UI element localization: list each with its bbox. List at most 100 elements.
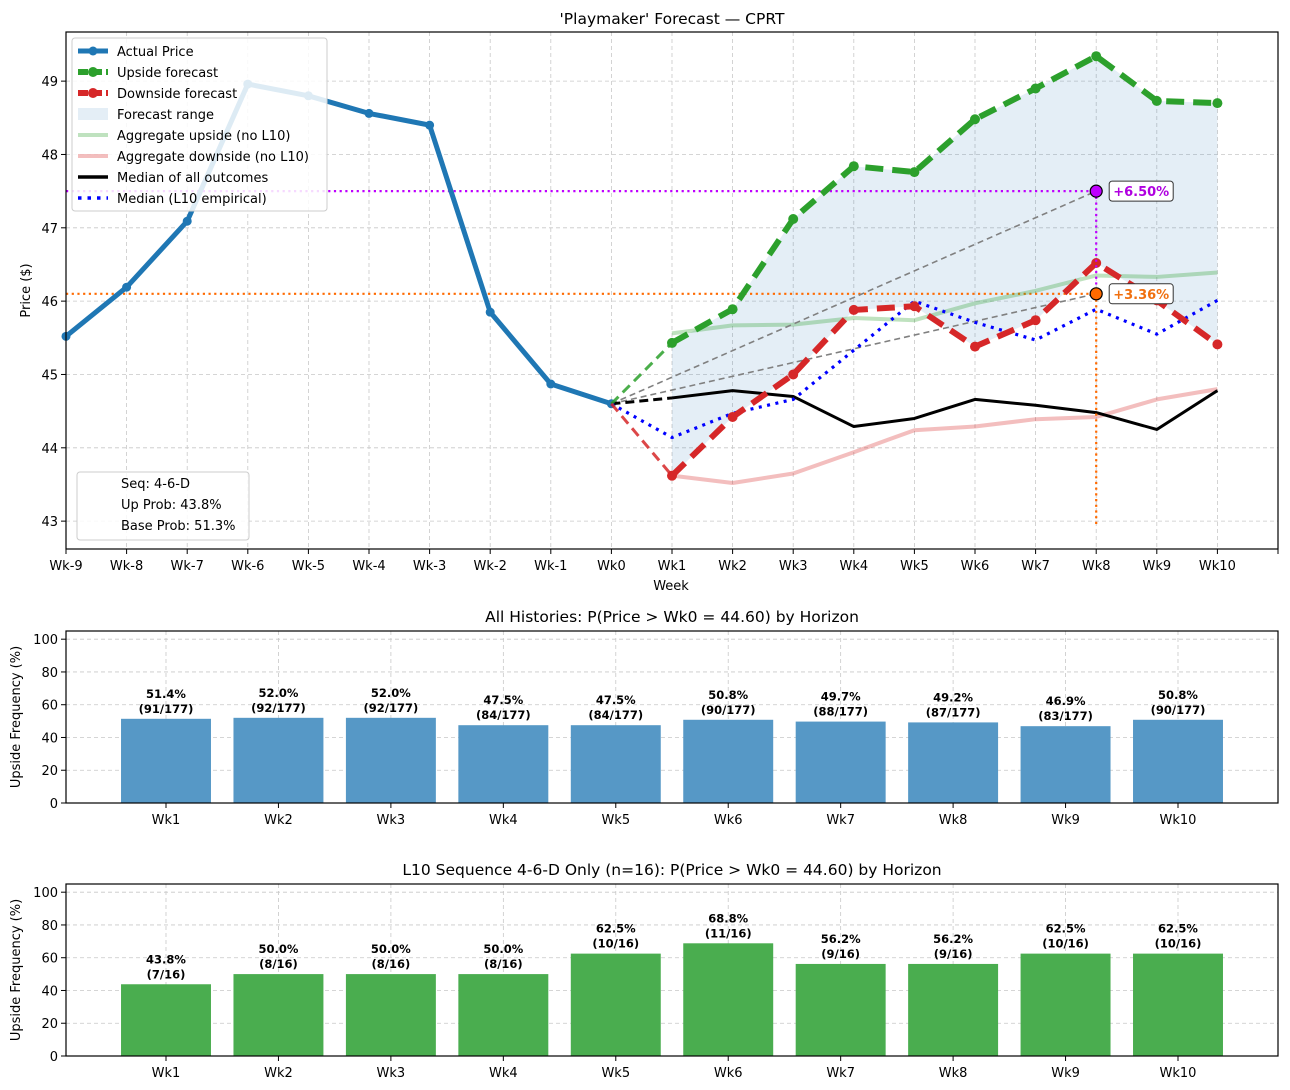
x-tick-label: Wk-6: [231, 559, 264, 574]
upside-forecast-point: [848, 161, 859, 172]
bar-value-label: 43.8%: [146, 952, 186, 966]
x-tick-label: Wk3: [377, 1066, 406, 1081]
x-tick-label: Wk-1: [534, 559, 567, 574]
forecast-range-area: [672, 56, 1218, 476]
bar-count-label: (9/16): [821, 947, 860, 961]
y-tick-label: 0: [50, 1050, 58, 1065]
actual-price-point: [122, 282, 132, 292]
bar-value-label: 56.2%: [933, 932, 973, 946]
downside-forecast-point: [909, 301, 920, 312]
median-connector: [611, 396, 673, 406]
bar-count-label: (87/177): [926, 705, 981, 719]
bar: [570, 725, 661, 803]
actual-price-point: [546, 379, 556, 389]
x-tick-label: Wk8: [939, 1066, 968, 1081]
x-tick-label: Wk4: [489, 1066, 518, 1081]
bar: [570, 953, 661, 1056]
upside-forecast-point: [1030, 83, 1041, 94]
bar: [345, 974, 436, 1056]
x-tick-label: Wk3: [377, 813, 406, 828]
target-point: [1089, 184, 1103, 198]
x-tick-label: Wk7: [1021, 559, 1050, 574]
x-tick-label: Wk-9: [49, 559, 82, 574]
info-box: Seq: 4-6-D Up Prob: 43.8% Base Prob: 51.3%: [76, 471, 250, 541]
downside-forecast-point: [1030, 315, 1041, 326]
legend-swatch: [78, 46, 108, 56]
bar-value-label: 50.0%: [371, 942, 411, 956]
target-label-box: [1108, 180, 1174, 202]
bar: [121, 718, 211, 803]
target-label: +3.36%: [1113, 288, 1169, 303]
x-tick-label: Wk6: [961, 559, 990, 574]
x-tick-label: Wk10: [1199, 559, 1236, 574]
upside-forecast-point: [788, 214, 799, 224]
bar: [1020, 953, 1111, 1056]
actual-price-point: [182, 216, 192, 226]
bar-count-label: (90/177): [1151, 703, 1206, 717]
x-tick-label: Wk0: [597, 559, 626, 574]
y-tick-label: 40: [41, 731, 58, 746]
plot-frame: [65, 883, 1279, 1057]
forecast-line-chart: +6.50% +3.36% Wk-9 Wk-8 Wk-7 Wk-6 Wk-5 Wk-4 Wk-3…: [19, 10, 1279, 594]
bar-value-label: 68.8%: [708, 911, 748, 925]
bar: [795, 721, 886, 803]
upside-forecast-point: [1091, 51, 1102, 62]
bar: [795, 963, 886, 1056]
downside-forecast-point: [1212, 339, 1223, 350]
legend-label: Aggregate downside (no L10): [117, 150, 309, 165]
legend-label: Forecast range: [117, 108, 214, 123]
y-axis-label: Price ($): [19, 263, 34, 317]
x-tick-label: Wk-3: [413, 559, 446, 574]
x-tick-label: Wk2: [264, 813, 293, 828]
x-tick-label: Wk10: [1160, 1066, 1197, 1081]
x-tick-label: Wk5: [900, 559, 929, 574]
y-tick-label: 20: [41, 764, 58, 779]
bar-value-label: 49.2%: [933, 690, 973, 704]
l10-sequence-bar-chart: 43.8%(7/16)50.0%(8/16)50.0%(8/16)50.0%(8…: [9, 861, 1279, 1081]
upside-forecast-point: [1212, 98, 1223, 109]
bar-value-label: 56.2%: [821, 932, 861, 946]
bar: [908, 722, 999, 803]
bar-count-label: (88/177): [813, 705, 868, 719]
legend-swatch-marker: [88, 67, 98, 77]
x-axis-label: Week: [653, 579, 689, 594]
downside-forecast-point: [788, 369, 799, 380]
y-tick-label: 60: [41, 699, 58, 714]
y-axis-label: Upside Frequency (%): [9, 899, 24, 1041]
bar: [345, 717, 436, 803]
bar-count-label: (7/16): [147, 967, 186, 981]
legend-label: Median (L10 empirical): [117, 192, 267, 207]
x-tick-label: Wk10: [1160, 813, 1197, 828]
chart-title: 'Playmaker' Forecast — CPRT: [560, 10, 785, 28]
y-tick-label: 49: [41, 75, 58, 90]
bar-value-label: 52.0%: [371, 686, 411, 700]
bar: [233, 717, 324, 803]
x-tick-label: Wk9: [1051, 813, 1080, 828]
info-box-frame: [76, 471, 250, 541]
y-tick-label: 80: [41, 919, 58, 934]
bar-value-label: 52.0%: [258, 686, 298, 700]
downside-forecast-point: [970, 341, 980, 352]
bar-value-label: 62.5%: [1046, 922, 1086, 936]
legend-label: Aggregate upside (no L10): [117, 129, 290, 144]
x-tick-label: Wk1: [152, 813, 181, 828]
y-tick-label: 100: [33, 886, 58, 901]
bar: [121, 984, 211, 1056]
bar: [1133, 719, 1223, 803]
y-tick-label: 48: [41, 148, 58, 163]
x-tick-label: Wk-4: [352, 559, 385, 574]
info-box-line: Base Prob: 51.3%: [121, 519, 235, 534]
x-tick-label: Wk1: [152, 1066, 181, 1081]
downside-forecast-point: [727, 412, 738, 422]
bar: [1133, 953, 1223, 1056]
y-tick-label: 45: [41, 368, 58, 383]
legend-label: Actual Price: [117, 45, 194, 60]
x-tick-label: Wk8: [939, 813, 968, 828]
bar-value-label: 50.8%: [708, 688, 748, 702]
bar-count-label: (10/16): [592, 937, 639, 951]
info-box-line: Up Prob: 43.8%: [121, 498, 222, 513]
bar: [908, 963, 999, 1056]
x-tick-label: Wk1: [658, 559, 687, 574]
bar-value-label: 50.0%: [483, 942, 523, 956]
bar-count-label: (10/16): [1042, 937, 1089, 951]
